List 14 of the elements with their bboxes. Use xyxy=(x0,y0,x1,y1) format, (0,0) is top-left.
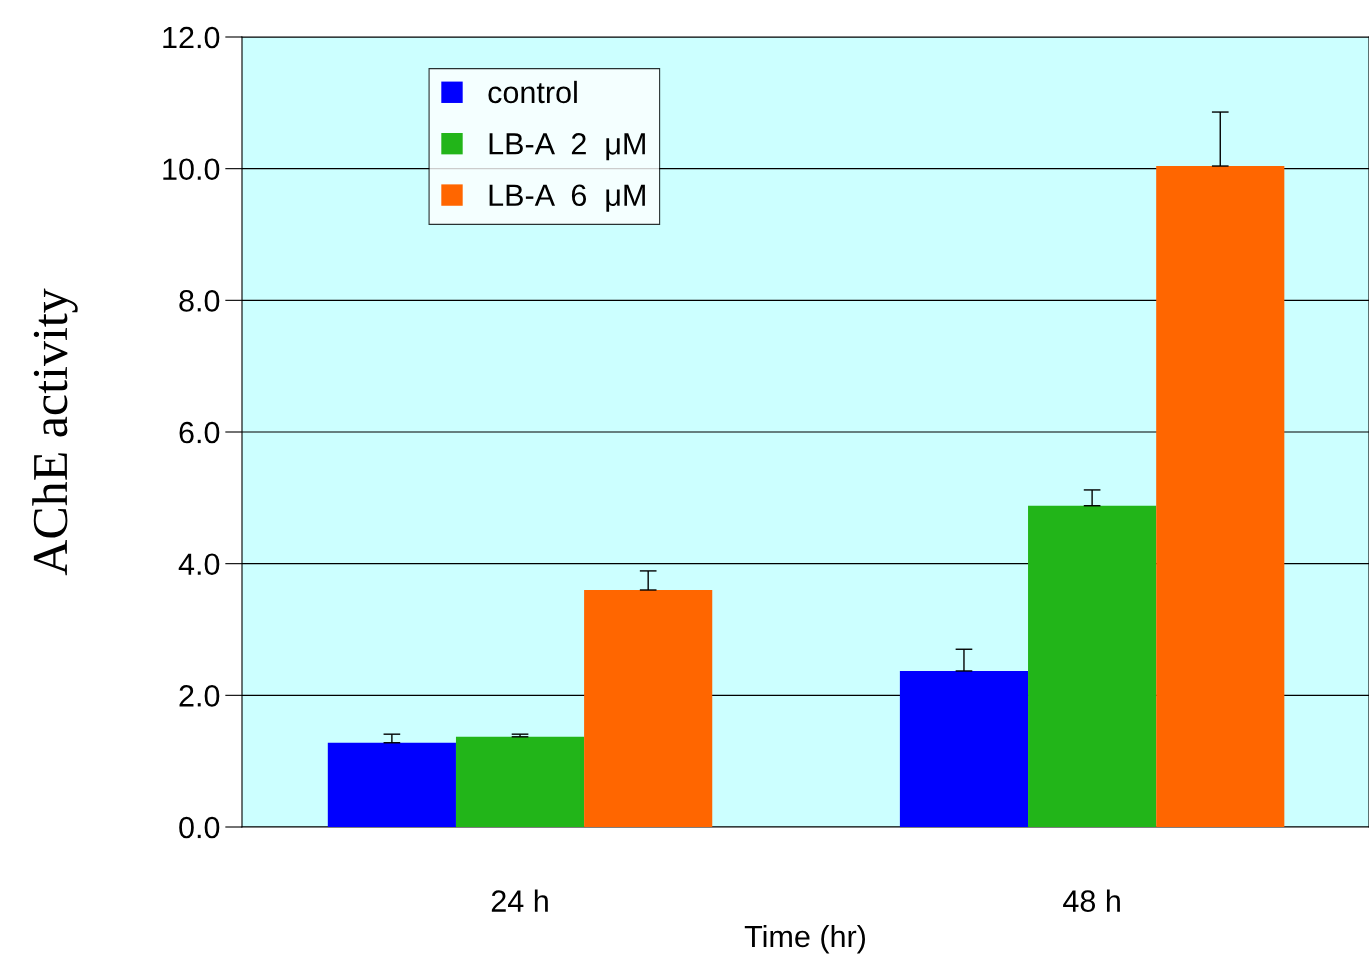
legend-label: control xyxy=(488,80,577,104)
y-tick-label: 8.0 xyxy=(179,290,220,312)
x-tick-label: 24 h xyxy=(491,889,548,912)
legend-label: LB-A 2 μM xyxy=(489,133,645,161)
legend-label: LB-A 6 μM xyxy=(489,184,645,212)
y-tick-label: 12.0 xyxy=(163,26,220,49)
y-tick-label: 10.0 xyxy=(163,158,220,181)
y-axis-title: AChE activity xyxy=(32,288,78,576)
y-tick-label: 0.0 xyxy=(179,816,220,839)
y-tick-label: 6.0 xyxy=(179,421,220,444)
x-tick-label: 48 h xyxy=(1063,889,1120,912)
y-tick-label: 2.0 xyxy=(179,685,220,707)
y-tick-label: 4.0 xyxy=(178,553,220,576)
x-axis-title: Time (hr) xyxy=(744,924,865,954)
